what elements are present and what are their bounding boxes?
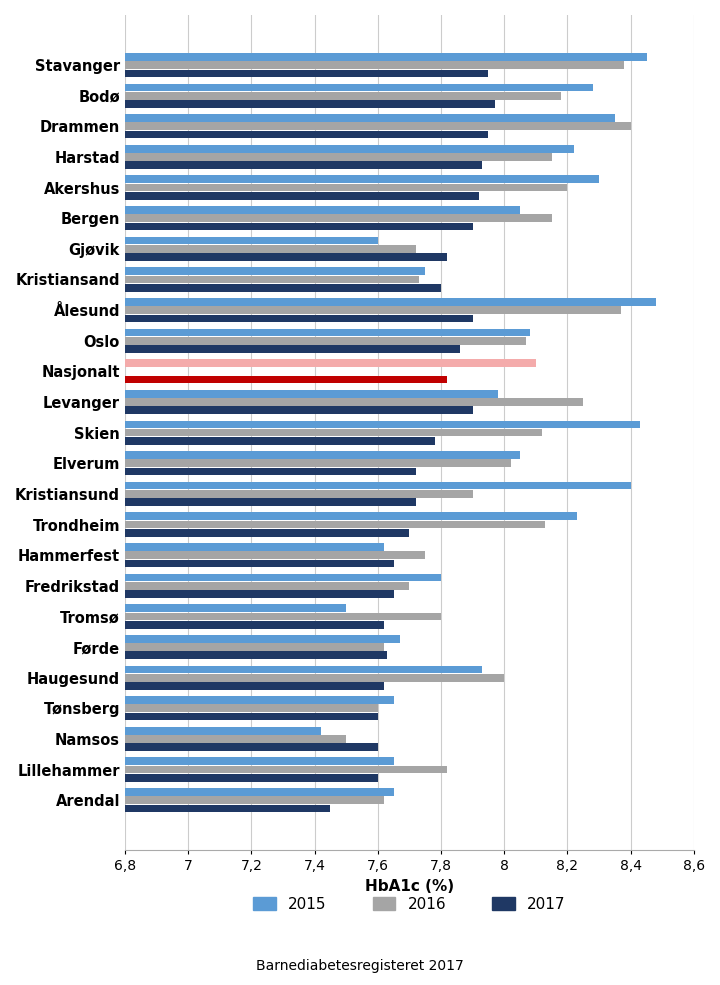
Bar (125, 223, 472, 230)
Bar (125, 421, 640, 428)
Bar (125, 704, 378, 712)
Bar (125, 498, 415, 506)
Bar (125, 192, 479, 200)
Bar (125, 162, 482, 169)
Bar (125, 122, 631, 130)
Bar (125, 437, 435, 445)
Bar (125, 805, 330, 813)
Bar (125, 236, 378, 244)
Bar (125, 543, 384, 551)
Bar (125, 284, 441, 292)
Bar (125, 621, 384, 628)
Bar (125, 345, 460, 353)
Bar (125, 529, 410, 537)
Bar (125, 276, 419, 284)
Bar (125, 696, 394, 704)
Bar (125, 100, 495, 107)
Bar (125, 267, 426, 275)
Bar (125, 744, 378, 751)
Bar (125, 184, 567, 191)
Text: Barnediabetesregisteret 2017: Barnediabetesregisteret 2017 (256, 959, 464, 973)
Legend: 2015, 2016, 2017: 2015, 2016, 2017 (247, 890, 572, 918)
Bar (125, 70, 488, 77)
Bar (125, 643, 384, 651)
Bar (125, 451, 520, 459)
Bar (125, 376, 447, 383)
Bar (125, 491, 472, 497)
Bar (125, 360, 536, 367)
Bar (125, 314, 472, 322)
Bar (125, 153, 552, 161)
Bar (125, 590, 394, 598)
Bar (125, 337, 526, 345)
Bar (125, 428, 542, 436)
Bar (125, 175, 599, 183)
Bar (125, 735, 346, 743)
Bar (125, 92, 561, 99)
Bar (125, 757, 394, 765)
Bar (125, 666, 482, 673)
Bar (125, 521, 545, 528)
Bar (125, 298, 656, 305)
Bar (125, 407, 472, 414)
Bar (125, 53, 647, 61)
Bar (125, 573, 441, 581)
Bar (125, 613, 441, 621)
X-axis label: HbA1c (%): HbA1c (%) (365, 879, 454, 893)
Bar (125, 61, 624, 69)
Bar (125, 468, 415, 476)
Bar (125, 552, 426, 559)
Bar (125, 651, 387, 659)
Bar (125, 683, 384, 689)
Bar (125, 727, 321, 735)
Bar (125, 398, 583, 406)
Bar (125, 131, 488, 139)
Bar (125, 559, 394, 567)
Bar (125, 215, 552, 222)
Bar (125, 582, 410, 590)
Bar (125, 329, 529, 336)
Bar (125, 306, 621, 314)
Bar (125, 674, 504, 682)
Bar (125, 390, 498, 398)
Bar (125, 635, 400, 642)
Bar (125, 206, 520, 214)
Bar (125, 253, 447, 261)
Bar (125, 765, 447, 773)
Bar (125, 245, 415, 253)
Bar (125, 605, 346, 612)
Bar (125, 114, 615, 122)
Bar (125, 774, 378, 782)
Bar (125, 797, 384, 804)
Bar (125, 482, 631, 490)
Bar (125, 512, 577, 520)
Bar (125, 145, 574, 153)
Bar (125, 459, 510, 467)
Bar (125, 84, 593, 92)
Bar (125, 713, 378, 720)
Bar (125, 788, 394, 796)
